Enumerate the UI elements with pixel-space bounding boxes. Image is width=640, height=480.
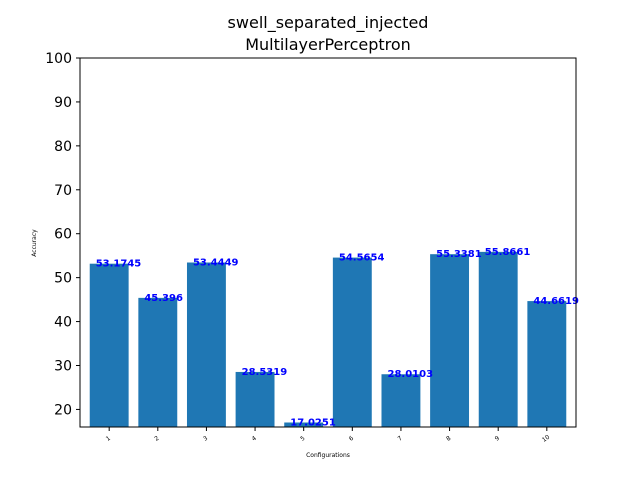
y-axis-label: Accuracy <box>31 229 38 257</box>
x-tick-label-1: 1 <box>105 435 112 443</box>
x-tick-label-9: 9 <box>494 435 501 443</box>
bar-2 <box>138 297 178 427</box>
y-tick-label-60: 60 <box>54 227 72 243</box>
data-label-10: 44.6619 <box>533 296 579 307</box>
bar-1 <box>89 263 129 427</box>
data-label-6: 54.5654 <box>339 253 385 264</box>
plot-area-frame <box>79 57 577 428</box>
y-tick-label-50: 50 <box>54 271 72 287</box>
x-tick-label-8: 8 <box>445 435 452 443</box>
x-tick-label-7: 7 <box>397 435 404 443</box>
data-label-1: 53.1745 <box>96 259 142 270</box>
y-tick-label-40: 40 <box>54 315 72 331</box>
bar-3 <box>186 262 226 427</box>
x-tick-label-4: 4 <box>251 435 258 443</box>
bar-9 <box>478 251 518 427</box>
bar-6 <box>332 257 372 427</box>
x-axis: 1 2 3 4 5 6 7 8 9 10 <box>105 427 551 444</box>
y-tick-label-80: 80 <box>54 139 72 155</box>
x-tick-label-5: 5 <box>299 435 306 443</box>
data-label-5: 17.0251 <box>290 418 336 429</box>
data-label-8: 55.3381 <box>436 249 482 260</box>
bar-5 <box>284 422 324 427</box>
x-tick-label-6: 6 <box>348 435 355 443</box>
data-label-9: 55.8661 <box>485 247 531 258</box>
chart-subtitle: MultilayerPerceptron <box>245 35 411 54</box>
bars-group <box>89 251 567 427</box>
data-label-7: 28.0103 <box>387 369 433 380</box>
x-tick-label-2: 2 <box>153 435 160 443</box>
y-tick-label-100: 100 <box>45 51 72 67</box>
x-tick-label-3: 3 <box>202 435 209 443</box>
bar-4 <box>235 371 275 427</box>
y-tick-label-90: 90 <box>54 95 72 111</box>
bar-10 <box>527 301 567 427</box>
y-axis: 20 30 40 50 60 70 80 90 100 <box>45 51 80 418</box>
data-labels-group: 53.1745 45.396 53.4449 28.5319 17.0251 54.565… <box>96 247 579 429</box>
bar-8 <box>430 254 470 427</box>
y-tick-label-30: 30 <box>54 359 72 375</box>
y-tick-label-20: 20 <box>54 402 72 418</box>
x-tick-label-10: 10 <box>541 434 551 444</box>
x-axis-label: Configurations <box>306 452 350 459</box>
data-label-4: 28.5319 <box>242 367 288 378</box>
data-label-3: 53.4449 <box>193 258 239 269</box>
chart-title: swell_separated_injected <box>228 13 429 33</box>
y-tick-label-70: 70 <box>54 183 72 199</box>
bar-7 <box>381 374 421 427</box>
data-label-2: 45.396 <box>144 293 183 304</box>
